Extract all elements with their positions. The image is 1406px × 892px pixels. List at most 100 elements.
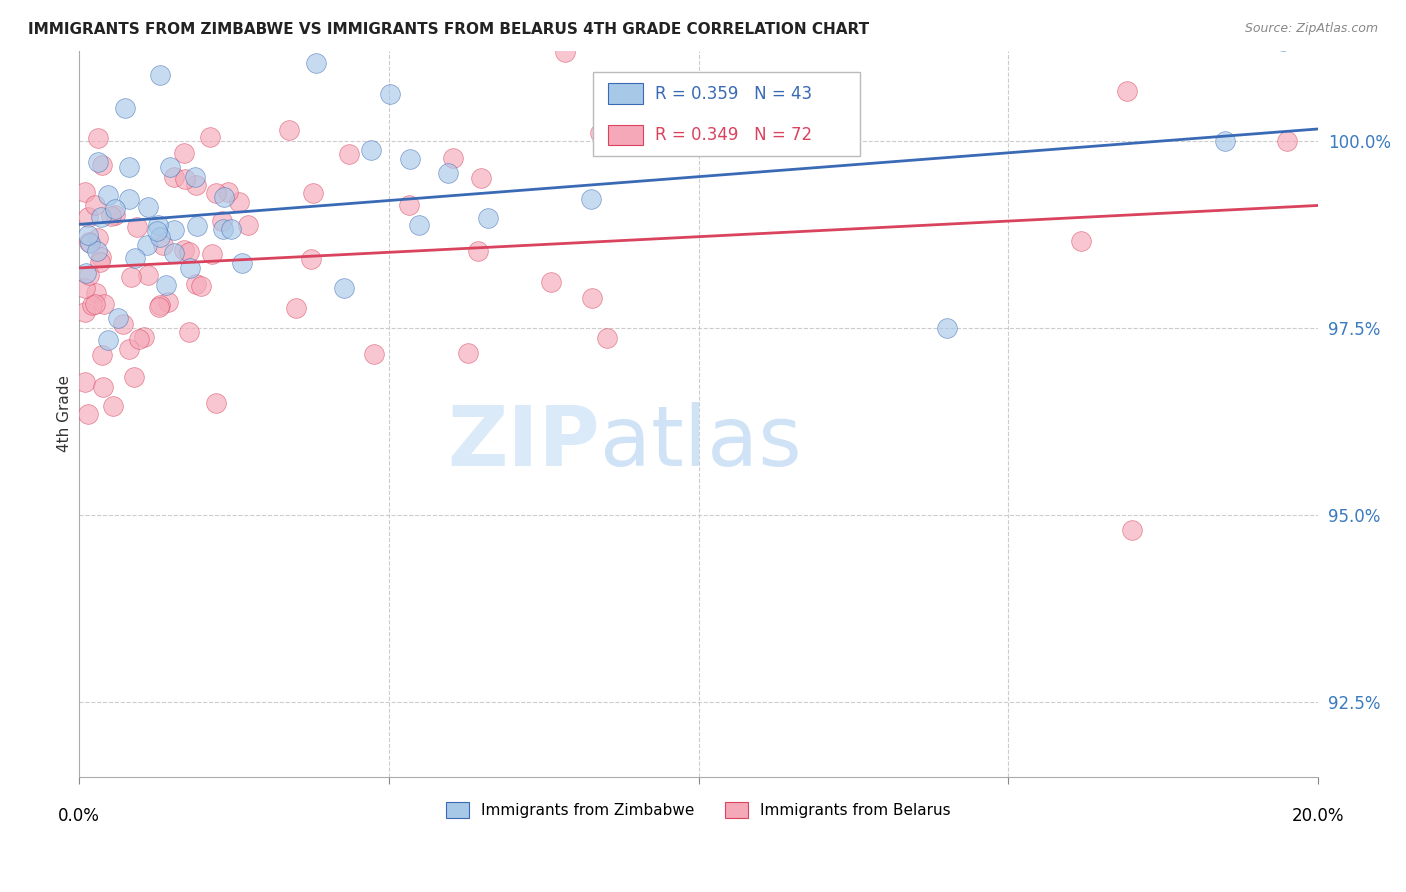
Point (211, 214, 233, 228)
Point (163, 246, 186, 260)
Point (581, 192, 603, 206)
Point (90, 210, 112, 224)
Point (1070, 235, 1092, 249)
Bar (609, 83, 643, 103)
Point (90, 251, 112, 265)
Point (128, 332, 150, 346)
Point (217, 185, 239, 199)
Point (75, 305, 97, 319)
Point (236, 218, 259, 232)
Point (120, 270, 142, 285)
Point (173, 244, 195, 258)
Point (457, 346, 479, 360)
Point (77, 235, 100, 249)
Text: 20.0%: 20.0% (1292, 807, 1344, 825)
Point (132, 330, 155, 344)
Point (75, 281, 97, 295)
Point (554, 45, 576, 59)
Point (184, 277, 207, 292)
Point (204, 186, 226, 201)
Point (177, 326, 200, 340)
Point (118, 342, 141, 356)
Point (82, 298, 104, 312)
Legend: Immigrants from Zimbabwe, Immigrants from Belarus: Immigrants from Zimbabwe, Immigrants fro… (440, 796, 957, 824)
Point (136, 268, 159, 282)
Point (107, 310, 129, 325)
Point (84, 285, 107, 300)
Point (1215, 134, 1237, 148)
Point (588, 126, 610, 140)
Point (76, 210, 98, 224)
Point (112, 317, 135, 331)
Point (177, 245, 200, 260)
Point (104, 208, 127, 222)
Point (186, 219, 208, 233)
Text: ZIP: ZIP (447, 402, 599, 483)
Point (337, 146, 360, 161)
Bar (593, 72, 860, 156)
Point (219, 221, 242, 235)
Point (285, 301, 308, 315)
Text: 0.0%: 0.0% (58, 807, 100, 825)
Point (159, 160, 181, 174)
Point (304, 56, 326, 70)
Point (148, 300, 170, 314)
Point (277, 123, 299, 137)
Point (299, 252, 322, 266)
Point (163, 169, 186, 184)
Point (477, 211, 499, 226)
Point (87, 230, 110, 244)
Point (540, 275, 562, 289)
Point (136, 200, 159, 214)
Point (1121, 523, 1143, 537)
Point (212, 190, 235, 204)
Point (83, 198, 105, 212)
Point (101, 399, 124, 413)
Point (211, 222, 233, 236)
Point (90, 348, 112, 362)
Point (118, 192, 141, 206)
Point (86, 244, 108, 259)
Point (363, 347, 385, 361)
Point (204, 396, 226, 410)
Point (1272, 34, 1295, 48)
Point (470, 171, 492, 186)
Point (146, 218, 169, 232)
Point (104, 202, 127, 216)
Point (89, 254, 111, 268)
Point (84, 297, 107, 311)
Point (76, 228, 98, 243)
Text: Source: ZipAtlas.com: Source: ZipAtlas.com (1244, 22, 1378, 36)
Point (173, 146, 195, 161)
Text: R = 0.359   N = 43: R = 0.359 N = 43 (655, 85, 813, 103)
Text: R = 0.349   N = 72: R = 0.349 N = 72 (655, 126, 813, 144)
Point (596, 331, 619, 345)
Point (1277, 134, 1299, 148)
Point (97, 187, 120, 202)
Point (190, 278, 212, 293)
Point (184, 178, 207, 193)
Point (1116, 84, 1139, 98)
Point (149, 68, 172, 82)
Point (398, 198, 420, 212)
Point (378, 87, 401, 101)
Point (436, 166, 458, 180)
Point (77, 268, 100, 282)
Point (149, 230, 172, 244)
Point (198, 129, 221, 144)
Point (100, 209, 122, 223)
Point (163, 223, 186, 237)
Point (136, 237, 159, 252)
Point (184, 169, 207, 184)
Point (75, 266, 97, 280)
Text: IMMIGRANTS FROM ZIMBABWE VS IMMIGRANTS FROM BELARUS 4TH GRADE CORRELATION CHART: IMMIGRANTS FROM ZIMBABWE VS IMMIGRANTS F… (28, 22, 869, 37)
Point (97, 333, 120, 347)
Point (124, 369, 146, 384)
Point (79, 236, 101, 251)
Point (360, 143, 382, 157)
Text: atlas: atlas (599, 402, 801, 483)
Point (87, 154, 110, 169)
Point (231, 255, 253, 269)
Point (91, 380, 114, 394)
Point (93, 297, 115, 311)
